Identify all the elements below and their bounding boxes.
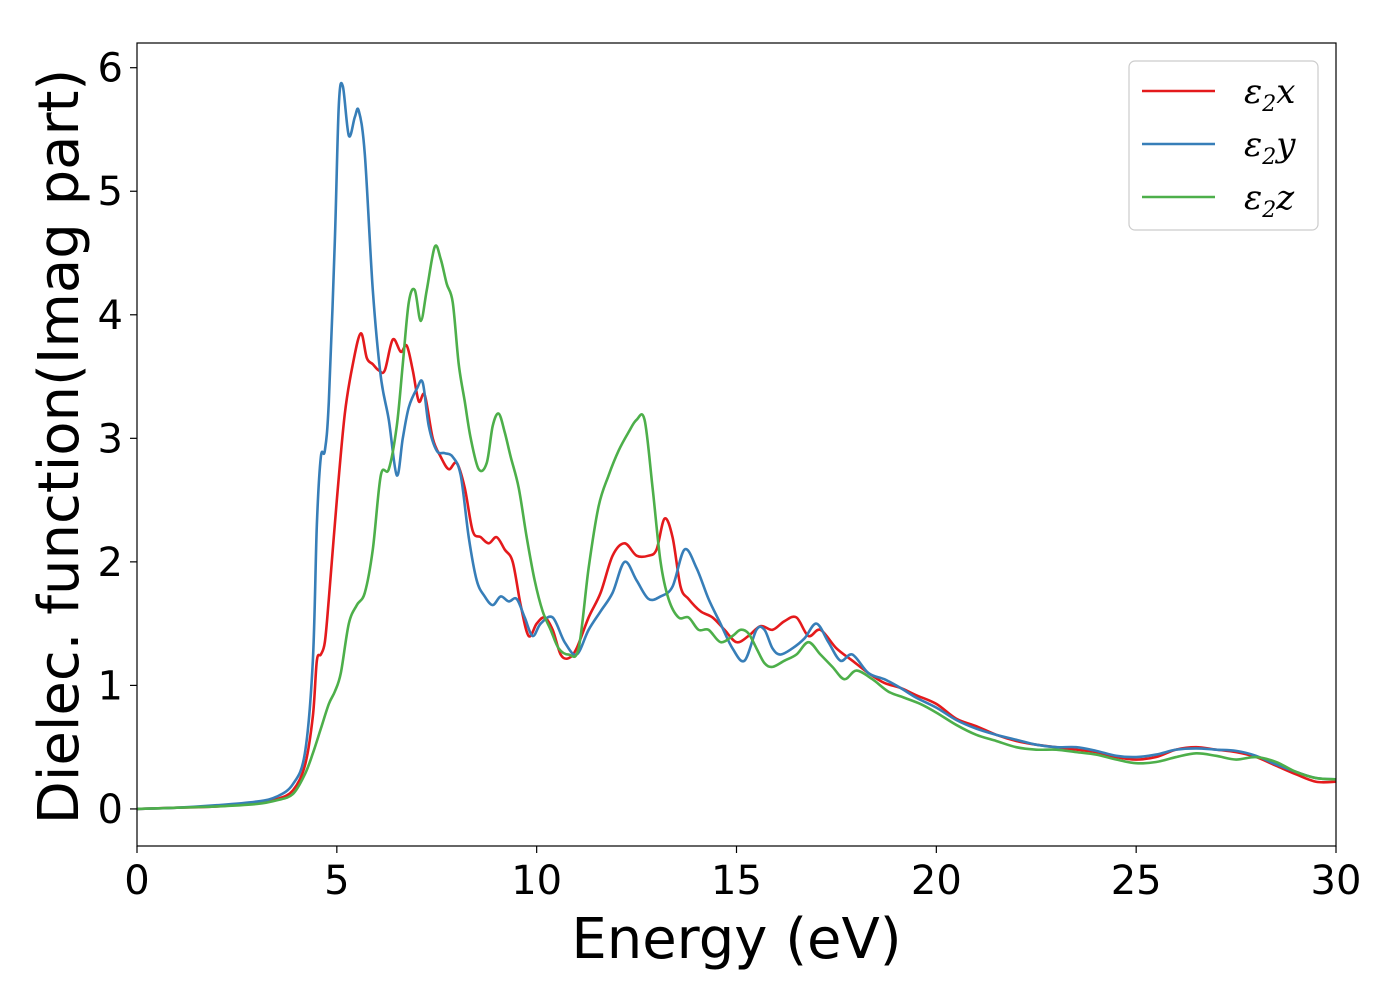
y-axis: 0 1 2 3 4 5 6 [98, 46, 137, 833]
y-tick-label: 3 [98, 416, 123, 462]
x-tick-label: 5 [324, 858, 349, 904]
y-tick-label: 1 [98, 663, 123, 709]
series-line-y [137, 81, 1336, 811]
legend-box [1128, 60, 1319, 231]
x-tick-label: 30 [1311, 858, 1362, 904]
y-axis-label: Dielec. function(Imag part) [27, 69, 92, 825]
y-tick-label: 5 [98, 169, 123, 215]
plot-area [137, 81, 1336, 811]
y-tick-label: 0 [98, 787, 123, 833]
legend: ε2x ε2y ε2z [1128, 60, 1319, 231]
series-line-z [137, 244, 1336, 811]
legend-label-z: ε2z [1244, 178, 1295, 223]
x-tick-label: 0 [124, 858, 149, 904]
x-tick-label: 20 [911, 858, 962, 904]
y-tick-label: 6 [98, 46, 123, 92]
legend-label-y: ε2y [1244, 125, 1296, 170]
x-tick-label: 15 [711, 858, 762, 904]
y-tick-label: 4 [98, 293, 123, 339]
x-tick-label: 10 [511, 858, 562, 904]
x-tick-label: 25 [1111, 858, 1162, 904]
y-tick-label: 2 [98, 540, 123, 586]
x-axis-label: Energy (eV) [571, 907, 901, 972]
legend-label-x: ε2x [1244, 72, 1295, 117]
x-axis: 0 5 10 15 20 25 30 [124, 846, 1361, 904]
